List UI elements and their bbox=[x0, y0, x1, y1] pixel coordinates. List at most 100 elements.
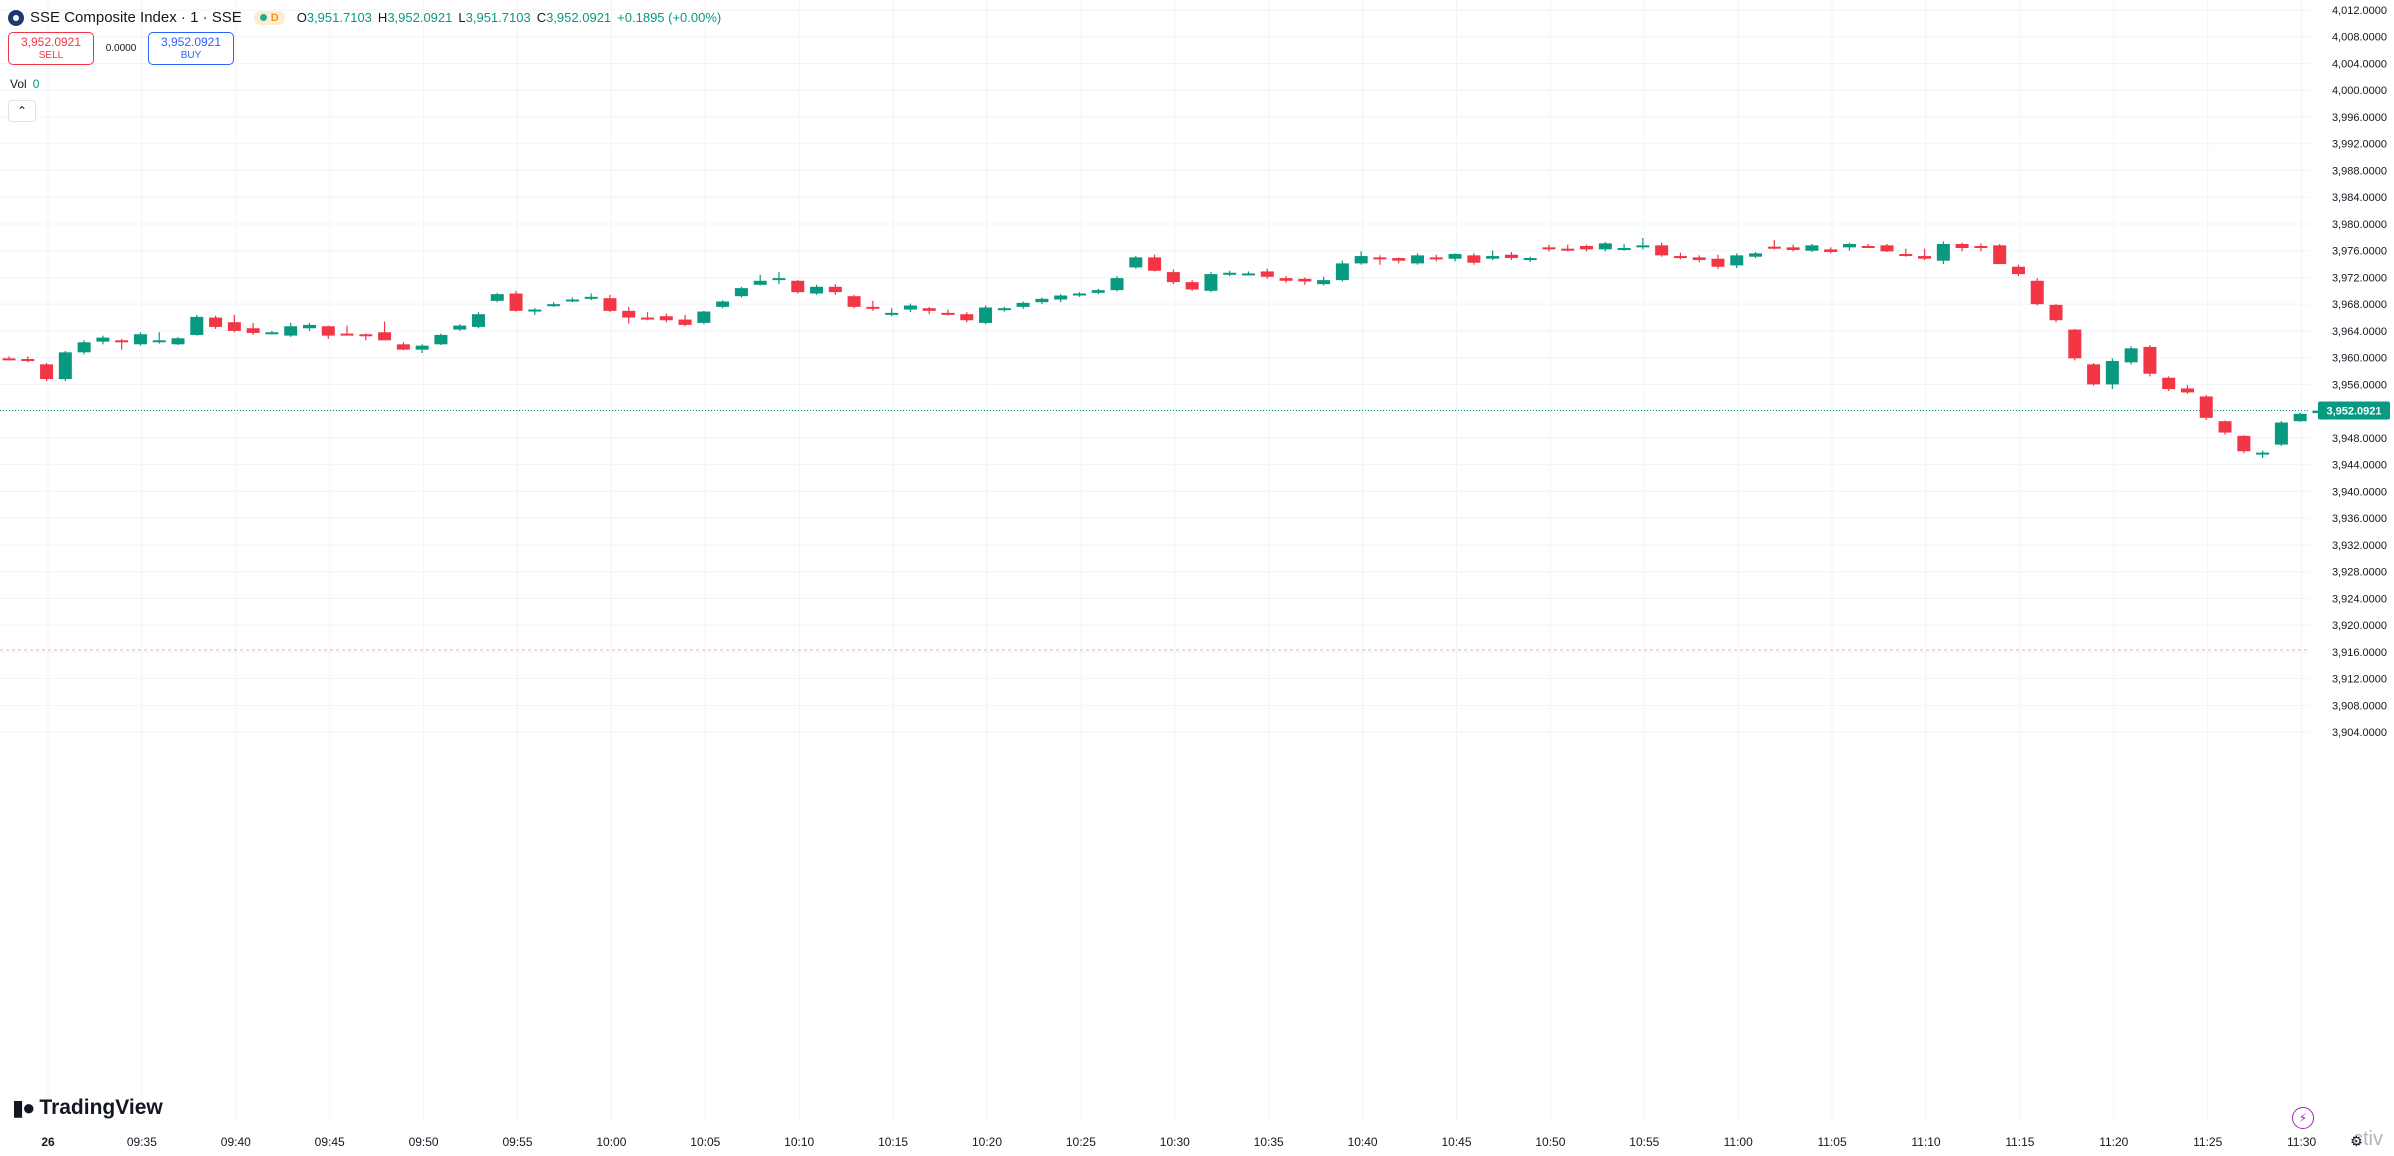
market-status-pill[interactable]: D bbox=[253, 10, 285, 25]
candle-body bbox=[1561, 248, 1575, 251]
candle-body bbox=[1542, 247, 1556, 250]
collapse-legend-button[interactable]: ⌃ bbox=[8, 100, 36, 122]
candle-body bbox=[396, 344, 410, 350]
x-tick-label: 11:15 bbox=[2005, 1135, 2034, 1149]
candle-body bbox=[1129, 257, 1143, 268]
sell-button[interactable]: 3,952.0921 SELL bbox=[8, 32, 94, 65]
candle-body bbox=[1580, 246, 1594, 250]
candle-body bbox=[1692, 257, 1706, 261]
x-tick-label: 09:40 bbox=[221, 1135, 251, 1149]
candle-body bbox=[246, 328, 260, 333]
candle-body bbox=[866, 306, 880, 309]
candle-body bbox=[1298, 278, 1312, 282]
x-tick-label: 26 bbox=[41, 1135, 55, 1149]
ohlc-values: O3,951.7103 H3,952.0921 L3,951.7103 C3,9… bbox=[297, 10, 722, 25]
candle-body bbox=[997, 308, 1011, 311]
candle-body bbox=[1523, 258, 1537, 261]
candle-body bbox=[1373, 257, 1387, 260]
y-tick-label: 3,904.0000 bbox=[2332, 727, 2387, 739]
candle-body bbox=[734, 288, 748, 297]
close-label: C bbox=[536, 10, 547, 25]
candle-body bbox=[1185, 282, 1199, 290]
sell-price: 3,952.0921 bbox=[20, 34, 82, 49]
x-tick-label: 09:45 bbox=[315, 1135, 345, 1149]
x-tick-label: 11:05 bbox=[1818, 1135, 1847, 1149]
x-tick-label: 10:45 bbox=[1441, 1135, 1471, 1149]
candle-body bbox=[1411, 255, 1424, 264]
candle-body bbox=[1880, 245, 1894, 252]
y-tick-label: 3,968.0000 bbox=[2332, 299, 2387, 311]
candle-body bbox=[209, 317, 223, 327]
candle-body bbox=[115, 340, 129, 343]
candle-body bbox=[359, 334, 373, 337]
candle-body bbox=[1317, 280, 1331, 285]
settings-gear-icon[interactable]: ⚙ bbox=[2350, 1133, 2363, 1149]
y-tick-label: 3,916.0000 bbox=[2332, 647, 2387, 659]
buy-label: BUY bbox=[180, 49, 202, 61]
symbol-legend: SSE Composite Index · 1 · SSE D O3,951.7… bbox=[8, 9, 721, 26]
candle-body bbox=[2011, 266, 2025, 275]
y-tick-label: 3,980.0000 bbox=[2332, 219, 2387, 231]
candle-body bbox=[1767, 246, 1781, 249]
y-tick-label: 3,964.0000 bbox=[2332, 326, 2387, 338]
candle-body bbox=[847, 296, 861, 307]
candle-body bbox=[2068, 329, 2082, 359]
candle-body bbox=[1974, 246, 1988, 249]
x-tick-label: 10:10 bbox=[784, 1135, 814, 1149]
close-value: 3,952.0921 bbox=[546, 10, 612, 25]
y-tick-label: 3,912.0000 bbox=[2332, 674, 2387, 686]
candle-body bbox=[1016, 302, 1030, 307]
x-tick-label: 11:30 bbox=[2287, 1135, 2316, 1149]
trade-panel: 3,952.0921 SELL 0.0000 3,952.0921 BUY bbox=[8, 32, 234, 65]
candle-body bbox=[190, 316, 204, 335]
high-value: 3,952.0921 bbox=[387, 10, 453, 25]
y-tick-label: 3,948.0000 bbox=[2332, 433, 2387, 445]
y-tick-label: 3,988.0000 bbox=[2332, 165, 2387, 177]
candle-body bbox=[753, 280, 767, 285]
buy-button[interactable]: 3,952.0921 BUY bbox=[148, 32, 234, 65]
candle-body bbox=[1617, 248, 1631, 251]
candle-body bbox=[603, 298, 617, 311]
symbol-title[interactable]: SSE Composite Index · 1 · SSE bbox=[30, 9, 242, 26]
y-tick-label: 3,984.0000 bbox=[2332, 192, 2387, 204]
lightning-icon[interactable]: ⚡ bbox=[2292, 1107, 2314, 1129]
candle-body bbox=[21, 359, 35, 362]
candle-body bbox=[1110, 278, 1124, 291]
last-price-badge bbox=[2318, 401, 2390, 420]
x-tick-label: 11:25 bbox=[2193, 1135, 2222, 1149]
spread-value: 0.0000 bbox=[105, 43, 137, 54]
candle-body bbox=[1504, 254, 1518, 259]
chevron-up-icon: ⌃ bbox=[16, 104, 28, 118]
sell-label: SELL bbox=[38, 49, 64, 61]
candle-body bbox=[1054, 295, 1068, 300]
market-status-label: D bbox=[270, 11, 279, 24]
y-tick-label: 4,004.0000 bbox=[2332, 58, 2387, 70]
tradingview-logo[interactable]: ▮● TradingView bbox=[12, 1095, 163, 1121]
candle-body bbox=[1392, 258, 1406, 261]
candle-body bbox=[1955, 244, 1969, 249]
candle-body bbox=[528, 309, 542, 312]
x-tick-label: 09:35 bbox=[127, 1135, 157, 1149]
y-tick-label: 3,976.0000 bbox=[2332, 246, 2387, 258]
candle-body bbox=[1072, 293, 1086, 296]
candle-body bbox=[378, 332, 392, 341]
candle-body bbox=[659, 316, 673, 321]
candle-body bbox=[321, 326, 335, 336]
candle-body bbox=[1918, 256, 1932, 259]
candle-body bbox=[1260, 271, 1274, 277]
volume-value: 0 bbox=[32, 77, 40, 91]
candle-body bbox=[903, 305, 917, 310]
y-tick-label: 4,008.0000 bbox=[2332, 32, 2387, 44]
volume-label: Vol bbox=[10, 77, 27, 91]
x-tick-label: 10:35 bbox=[1254, 1135, 1284, 1149]
high-label: H bbox=[377, 10, 388, 25]
candle-body bbox=[2087, 364, 2101, 385]
candle-body bbox=[1335, 263, 1349, 281]
candle-body bbox=[2162, 377, 2176, 390]
watermark-text: ctiv bbox=[2353, 1128, 2383, 1150]
low-label: L bbox=[458, 10, 466, 25]
volume-legend[interactable]: Vol 0 bbox=[10, 77, 39, 91]
x-tick-label: 10:25 bbox=[1066, 1135, 1096, 1149]
candle-body bbox=[284, 326, 298, 336]
